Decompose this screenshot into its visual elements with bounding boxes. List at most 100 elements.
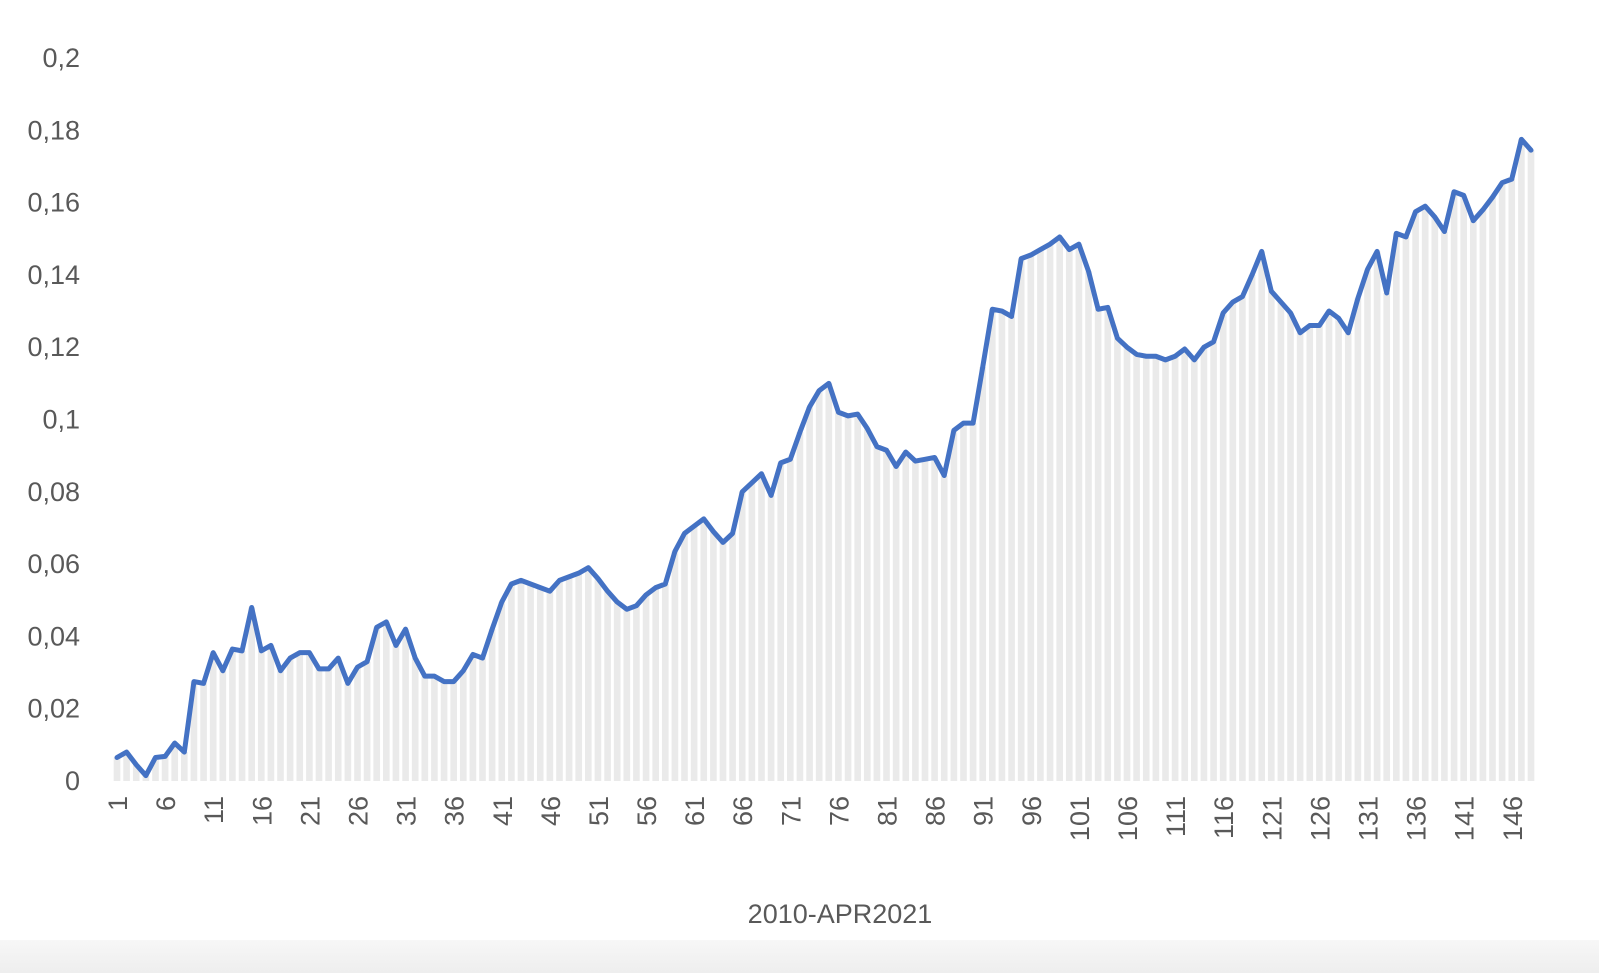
x-tick-label: 111 bbox=[1161, 796, 1191, 837]
x-tick-label: 41 bbox=[488, 796, 518, 826]
area-bar bbox=[1498, 182, 1506, 782]
x-tick-label: 51 bbox=[584, 796, 614, 826]
area-bar bbox=[1364, 269, 1371, 781]
area-bar bbox=[277, 670, 284, 781]
area-bar bbox=[1489, 197, 1496, 781]
area-bar bbox=[979, 367, 987, 781]
area-bar bbox=[613, 602, 621, 781]
area-bar bbox=[152, 757, 159, 781]
area-bar bbox=[1527, 150, 1535, 781]
area-bar bbox=[1258, 251, 1265, 781]
area-bar bbox=[315, 668, 323, 781]
area-bar bbox=[748, 482, 756, 781]
series-line bbox=[114, 136, 1534, 779]
area-bar bbox=[719, 542, 727, 781]
area-bar bbox=[1065, 249, 1073, 782]
bottom-band bbox=[0, 940, 1599, 973]
y-tick-label: 0,2 bbox=[42, 43, 80, 73]
area-bar bbox=[652, 587, 659, 781]
area-bar bbox=[1027, 255, 1035, 781]
area-bar bbox=[161, 756, 169, 781]
area-bar bbox=[306, 652, 313, 781]
x-tick-label: 136 bbox=[1402, 796, 1432, 841]
area-bar bbox=[1200, 347, 1208, 781]
area-bar bbox=[1123, 347, 1131, 781]
area-bar bbox=[912, 461, 919, 781]
area-bar bbox=[585, 567, 592, 781]
area-bar bbox=[604, 591, 611, 781]
area-bar bbox=[421, 676, 429, 781]
x-tick-label: 126 bbox=[1305, 796, 1335, 841]
area-bar bbox=[642, 594, 650, 781]
x-axis-ticks: 1 6 11 16 21 26 31 36 41 46 51 56 61 66 71 76 81 86 91 96 10… bbox=[103, 796, 1528, 841]
area-bar bbox=[1046, 244, 1054, 782]
x-tick-label: 141 bbox=[1450, 796, 1480, 841]
area-bar bbox=[1248, 274, 1256, 781]
area-bar bbox=[229, 649, 236, 781]
x-tick-label: 121 bbox=[1257, 796, 1287, 841]
area-bar bbox=[354, 667, 361, 781]
area-bar bbox=[498, 602, 506, 781]
area-bar bbox=[1239, 296, 1246, 781]
area-bar bbox=[902, 452, 910, 781]
area-bar bbox=[536, 587, 544, 781]
area-bar bbox=[1017, 258, 1025, 781]
area-bar bbox=[1162, 359, 1169, 781]
area-bar bbox=[873, 446, 881, 781]
x-tick-label: 11 bbox=[199, 796, 229, 824]
area-bar bbox=[286, 658, 294, 781]
y-tick-label: 0,18 bbox=[27, 115, 80, 145]
y-tick-label: 0,14 bbox=[27, 260, 80, 290]
area-bar bbox=[479, 658, 486, 781]
area-bar bbox=[181, 752, 188, 781]
area-bar bbox=[1450, 191, 1458, 781]
area-bar bbox=[1421, 206, 1429, 782]
area-bar bbox=[402, 629, 409, 781]
y-tick-label: 0,16 bbox=[27, 188, 80, 218]
area-bar bbox=[373, 627, 381, 781]
area-bar bbox=[806, 406, 813, 781]
area-bar bbox=[142, 775, 150, 781]
area-bar bbox=[469, 654, 477, 781]
x-tick-label: 96 bbox=[1017, 796, 1047, 826]
area-bar bbox=[1075, 244, 1083, 782]
area-fill-group bbox=[113, 139, 1535, 782]
x-tick-label: 1 bbox=[103, 796, 133, 811]
area-bar bbox=[1354, 298, 1362, 781]
area-bar bbox=[383, 621, 390, 781]
area-bar bbox=[815, 390, 823, 781]
x-tick-label: 86 bbox=[921, 796, 951, 826]
area-bar bbox=[767, 495, 775, 781]
area-bar bbox=[1104, 307, 1112, 781]
area-bar bbox=[661, 583, 669, 781]
x-tick-label: 56 bbox=[632, 796, 662, 826]
area-bar bbox=[546, 591, 554, 781]
area-bar bbox=[1114, 338, 1121, 781]
area-bar bbox=[777, 462, 785, 781]
area-bar bbox=[1267, 291, 1275, 781]
area-bar bbox=[190, 681, 198, 781]
area-bar bbox=[1508, 179, 1516, 782]
x-tick-label: 26 bbox=[343, 796, 373, 826]
area-bar bbox=[344, 683, 352, 781]
area-bar bbox=[1431, 217, 1439, 781]
area-bar bbox=[1325, 311, 1333, 781]
y-tick-label: 0,1 bbox=[42, 405, 80, 435]
area-bar bbox=[1306, 325, 1314, 781]
area-bar bbox=[998, 311, 1006, 781]
area-bar bbox=[267, 645, 275, 781]
area-bar bbox=[296, 652, 304, 781]
area-bar bbox=[411, 658, 419, 781]
area-bar bbox=[257, 650, 265, 781]
area-bar bbox=[594, 578, 602, 781]
area-bar bbox=[1287, 312, 1294, 781]
x-tick-label: 101 bbox=[1065, 796, 1095, 841]
x-tick-label: 66 bbox=[728, 796, 758, 826]
area-bar bbox=[710, 531, 717, 781]
area-bar bbox=[238, 650, 246, 781]
area-bar bbox=[700, 518, 708, 781]
area-bar bbox=[950, 430, 958, 781]
area-bar bbox=[527, 583, 534, 781]
area-bar bbox=[1402, 236, 1410, 781]
